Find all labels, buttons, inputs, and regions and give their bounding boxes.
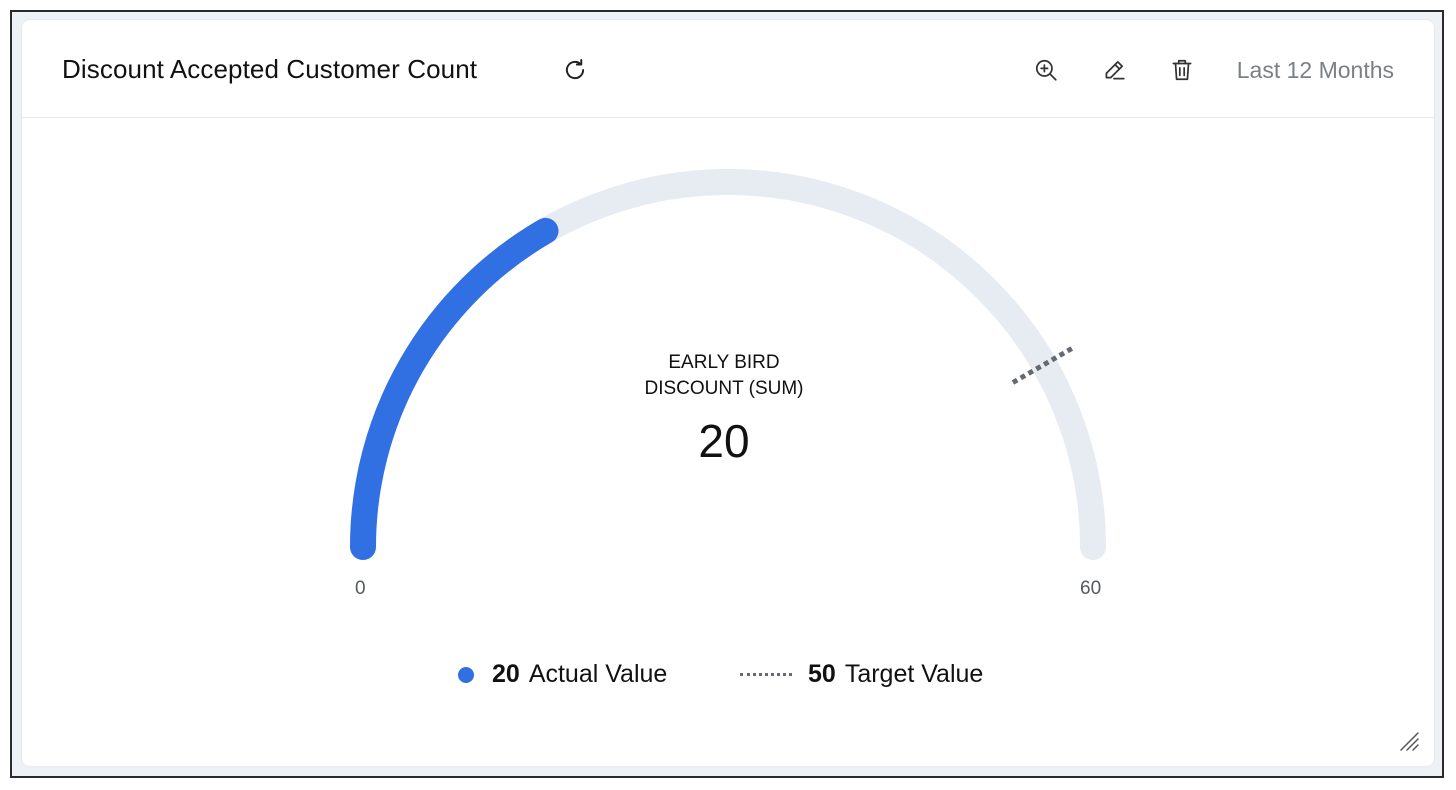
trash-icon[interactable] — [1167, 55, 1197, 85]
widget-header: Discount Accepted Customer Count — [22, 20, 1434, 118]
gauge-actual-arc — [350, 217, 559, 560]
gauge-min-label: 0 — [355, 578, 366, 599]
legend-dot-icon — [458, 666, 474, 683]
legend-target-value: 50 — [808, 660, 836, 688]
zoom-in-icon[interactable] — [1031, 55, 1061, 85]
refresh-icon[interactable] — [560, 55, 590, 85]
gauge-metric-label-line-2: DISCOUNT (SUM) — [644, 378, 804, 399]
resize-handle-icon[interactable] — [1398, 730, 1420, 752]
gauge-metric-label-line-1: EARLY BIRD — [668, 352, 780, 373]
legend-target-label: Target Value — [844, 660, 984, 688]
gauge-max-label: 60 — [1080, 578, 1102, 599]
legend-actual-value: 20 — [492, 660, 520, 688]
gauge-metric-label: EARLY BIRD DISCOUNT (SUM) — [574, 350, 874, 402]
legend-actual-label: Actual Value — [528, 660, 668, 688]
window-frame: Discount Accepted Customer Count — [10, 10, 1444, 778]
legend-dotted-line-icon — [740, 673, 792, 676]
legend-item-actual[interactable]: 20 Actual Value — [458, 660, 667, 689]
gauge-chart — [350, 169, 1106, 560]
pencil-icon[interactable] — [1099, 55, 1129, 85]
gauge-target-marker — [1011, 344, 1077, 385]
chart-legend: 20 Actual Value 50 Target Value — [22, 660, 1434, 692]
date-range-filter[interactable]: Last 12 Months — [1236, 57, 1394, 83]
dashboard-widget: Discount Accepted Customer Count — [22, 20, 1434, 766]
widget-title: Discount Accepted Customer Count — [62, 54, 478, 84]
legend-item-target[interactable]: 50 Target Value — [740, 660, 983, 689]
gauge-value: 20 — [698, 415, 750, 467]
